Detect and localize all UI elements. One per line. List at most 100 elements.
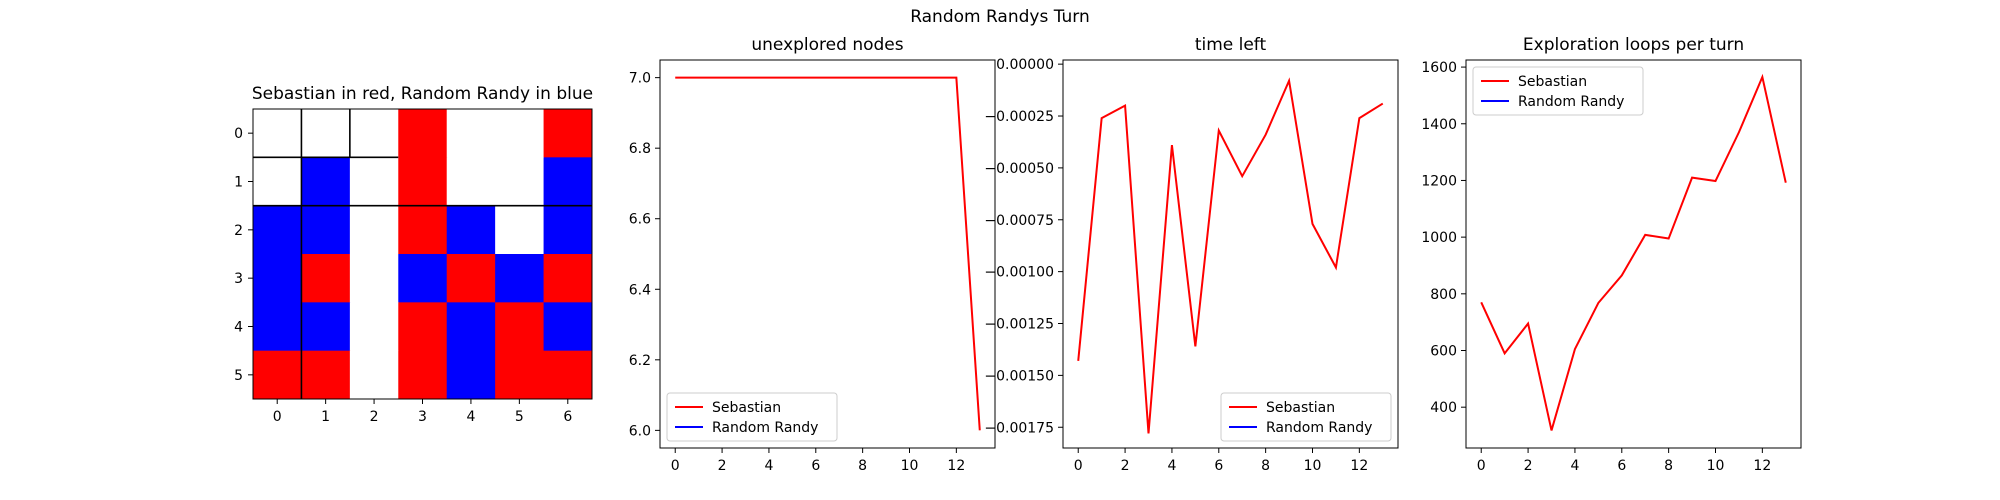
board-cell — [349, 205, 399, 255]
board-cell — [349, 157, 399, 207]
panel3-xtick-label: 0 — [1477, 458, 1486, 474]
board-cell — [301, 109, 351, 158]
board-cell — [543, 157, 593, 207]
panel3-xtick-label: 4 — [1570, 458, 1579, 474]
board-cell — [543, 302, 593, 352]
board-ytick-label: 5 — [234, 368, 243, 384]
panel1-xtick-label: 0 — [671, 458, 680, 474]
panel3-xtick-label: 12 — [1753, 458, 1771, 474]
board-cell — [398, 157, 448, 207]
board-cell — [301, 205, 351, 255]
panel2-legend-label: Random Randy — [1266, 420, 1372, 436]
board-cell — [446, 254, 496, 303]
board-cell — [253, 205, 302, 255]
board-cell — [543, 109, 593, 158]
board-cell — [301, 157, 351, 207]
panel1-legend-box — [666, 392, 838, 442]
board-cell — [495, 350, 545, 400]
panel3-xtick-label: 2 — [1524, 458, 1533, 474]
panel3-xtick-label: 6 — [1617, 458, 1626, 474]
panel3-xtick-label: 10 — [1707, 458, 1725, 474]
panel3-ytick-label: 1200 — [1421, 173, 1457, 189]
board-ytick-label: 3 — [234, 271, 243, 287]
board-cell — [543, 254, 593, 303]
panel1-ytick-label: 6.8 — [629, 141, 651, 157]
board-cell — [349, 254, 399, 303]
panel1-xtick-label: 2 — [718, 458, 727, 474]
board-ytick-label: 0 — [234, 126, 243, 142]
board-cell — [349, 350, 399, 400]
panel3-plot — [1465, 59, 1802, 449]
panel3-legend: Sebastian Random Randy — [1472, 66, 1644, 116]
panel2-ytick-label: 0.00000 — [996, 57, 1054, 73]
panel1-ytick-label: 6.6 — [629, 212, 651, 228]
panel2-xtick-label: 8 — [1261, 458, 1270, 474]
panel3-ytick-label: 400 — [1430, 400, 1457, 416]
board-cell — [446, 205, 496, 255]
figure-suptitle: Random Randys Turn — [910, 7, 1090, 27]
board-cell — [398, 254, 448, 303]
panel2-xtick-label: 4 — [1167, 458, 1176, 474]
panel1-frame — [659, 59, 996, 449]
board-cell — [301, 302, 351, 352]
panel2-frame — [1062, 59, 1399, 449]
panel2-plot — [1062, 59, 1399, 449]
panel2-legend-label: Sebastian — [1266, 400, 1335, 416]
panel1-xtick-label: 12 — [947, 458, 965, 474]
panel2-xtick-label: 6 — [1214, 458, 1223, 474]
panel3-ytick-label: 600 — [1430, 344, 1457, 360]
board-cell — [398, 205, 448, 255]
board-ytick-label: 1 — [234, 175, 243, 191]
board-cell — [253, 254, 302, 303]
panel3-frame — [1465, 59, 1802, 449]
panel1-title: unexplored nodes — [751, 35, 903, 55]
panel3-legend-box — [1472, 66, 1644, 116]
board-cell — [349, 302, 399, 352]
board-cell — [253, 350, 302, 400]
panel1-legend-label: Random Randy — [712, 420, 818, 436]
board-cell — [446, 109, 496, 158]
panel1-legend-label: Sebastian — [712, 400, 781, 416]
board-cell — [543, 350, 593, 400]
panel2-xtick-label: 10 — [1304, 458, 1322, 474]
panel2-title: time left — [1195, 35, 1267, 55]
board-cell — [446, 350, 496, 400]
board-xtick-label: 5 — [515, 409, 524, 425]
panel1-plot — [659, 59, 996, 449]
board-xtick-label: 2 — [370, 409, 379, 425]
panel1-xtick-label: 4 — [764, 458, 773, 474]
panel2-legend: Sebastian Random Randy — [1220, 392, 1392, 442]
panel2-ytick-label: −0.00050 — [984, 161, 1054, 177]
board-cell — [446, 157, 496, 207]
panel1-xtick-label: 8 — [858, 458, 867, 474]
board-xtick-label: 3 — [418, 409, 427, 425]
board-cell — [495, 109, 545, 158]
panel3-xtick-label: 8 — [1664, 458, 1673, 474]
panel3-ytick-label: 1400 — [1421, 117, 1457, 133]
panel3-ytick-label: 1000 — [1421, 230, 1457, 246]
panel2-legend-box — [1220, 392, 1392, 442]
board-heatmap — [252, 108, 593, 400]
board-cell — [398, 302, 448, 352]
panel2-ytick-label: −0.00150 — [984, 368, 1054, 384]
board-cell — [446, 302, 496, 352]
board-cell — [301, 254, 351, 303]
board-ytick-label: 2 — [234, 223, 243, 239]
board-xtick-label: 0 — [273, 409, 282, 425]
panel2-series-line — [1077, 77, 1384, 434]
panel2-ytick-label: −0.00125 — [984, 317, 1054, 333]
panel2-ytick-label: −0.00025 — [984, 109, 1054, 125]
board-xtick-label: 1 — [321, 409, 330, 425]
panel2-xtick-label: 2 — [1121, 458, 1130, 474]
panel1-legend: Sebastian Random Randy — [666, 392, 838, 442]
panel2-xtick-label: 12 — [1350, 458, 1368, 474]
panel1-xtick-label: 10 — [901, 458, 919, 474]
panel3-ytick-label: 1600 — [1421, 60, 1457, 76]
panel3-legend-label: Sebastian — [1518, 74, 1587, 90]
panel1-ytick-label: 6.0 — [629, 423, 651, 439]
panel1-xtick-label: 6 — [811, 458, 820, 474]
board-cell — [301, 350, 351, 400]
board-cell — [349, 109, 399, 158]
panel2-ytick-label: −0.00075 — [984, 213, 1054, 229]
